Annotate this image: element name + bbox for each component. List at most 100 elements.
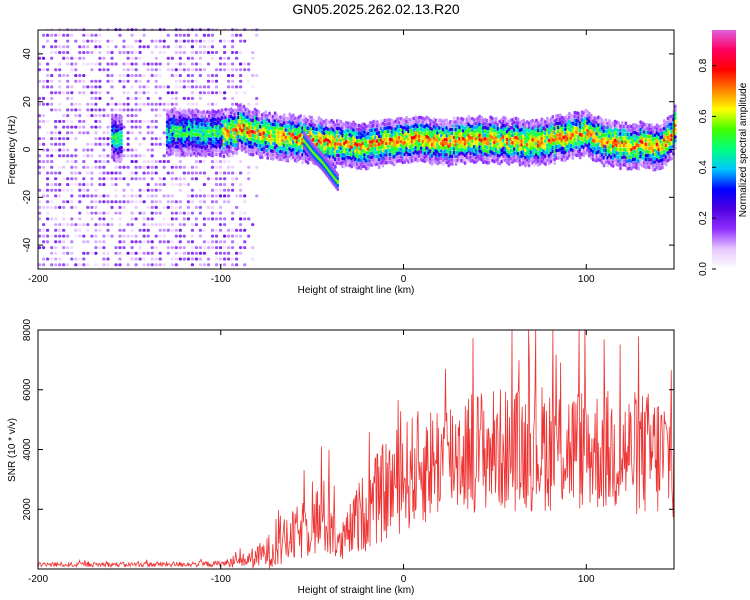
spectrogram-cell <box>194 33 198 37</box>
spectrogram-cell <box>214 240 219 244</box>
spectrogram-cell <box>78 188 82 192</box>
spectrogram-cell <box>82 85 86 89</box>
spectrogram-cell <box>50 148 54 152</box>
spectrogram-cell <box>231 74 235 77</box>
spectrogram-cell <box>170 91 174 95</box>
spectrogram-cell <box>142 74 146 77</box>
spectrogram-cell <box>142 85 146 89</box>
spectrogram-cell <box>182 165 186 169</box>
spectrogram-cell <box>58 102 62 106</box>
spectrogram-cell <box>170 177 174 181</box>
spectrogram-cell <box>218 251 223 255</box>
spectrogram-cell <box>138 251 142 255</box>
spectrogram-cell <box>82 240 86 244</box>
spectrogram-cell <box>178 165 182 169</box>
spectrogram-cell <box>166 160 170 163</box>
spectrogram-cell <box>218 228 223 232</box>
spectrogram-cell <box>190 223 194 227</box>
spectrogram-cell <box>86 62 90 66</box>
spectrogram-cell <box>90 62 94 66</box>
spectrogram-cell <box>138 154 142 158</box>
spectrogram-cell <box>154 85 158 89</box>
spectrogram-cell <box>186 85 190 89</box>
spectrogram-cell <box>62 177 66 181</box>
spectrogram-cell <box>102 142 106 146</box>
spectrogram-cell <box>98 240 102 244</box>
spectrogram-cell <box>198 246 202 250</box>
spectrogram-cell <box>94 85 98 89</box>
spectrogram-cell <box>214 177 219 181</box>
spectrogram-cell <box>58 108 62 112</box>
spectrogram-cell <box>90 85 94 89</box>
spectrogram-cell <box>231 68 235 72</box>
spectrogram-cell <box>102 200 106 204</box>
spectrogram-cell <box>46 217 50 221</box>
spectrogram-ridge-cell <box>549 159 553 164</box>
spectrogram-cell <box>150 257 154 261</box>
spectrogram-cell <box>50 188 54 192</box>
spectrogram-cell <box>251 85 255 89</box>
spectrogram-cell <box>138 125 142 129</box>
spectrogram-cell <box>50 257 54 261</box>
spectrogram-cell <box>110 177 114 181</box>
spectrogram-cell <box>198 263 202 267</box>
spectrogram-cell <box>46 160 50 163</box>
spectrogram-cell <box>162 177 166 181</box>
spectrogram-cell <box>190 79 194 83</box>
spectrogram-cell <box>114 200 118 204</box>
spectrogram-ridge-cell <box>637 166 640 171</box>
spectrogram-cell <box>126 234 130 238</box>
spectrogram-cell <box>134 114 138 118</box>
spectrogram-cell <box>66 148 70 152</box>
spectrogram-cell <box>214 251 219 255</box>
spectrogram-ridge-cell <box>120 157 123 161</box>
spectrogram-cell <box>158 240 162 244</box>
spectrogram-cell <box>186 194 190 198</box>
spectrogram-cell <box>62 114 66 118</box>
spectrogram-cell <box>42 79 46 83</box>
spectrogram-cell <box>98 137 102 141</box>
spectrogram-ridge-cell <box>674 135 677 139</box>
spectrogram-cell <box>231 177 235 181</box>
spectrogram-cell <box>38 114 42 118</box>
spectrogram-cell <box>247 177 251 181</box>
spectrogram-cell <box>54 251 58 255</box>
spectrogram-cell <box>90 142 94 146</box>
spectrogram-cell <box>106 160 110 163</box>
spectrogram-cell <box>94 188 98 192</box>
spectrogram-cell <box>150 246 154 250</box>
spectrogram-cell <box>86 142 90 146</box>
spectrogram-cell <box>235 85 239 89</box>
spectrogram-cell <box>202 85 206 89</box>
spectrogram-cell <box>130 119 134 123</box>
spectrogram-ridge-cell <box>452 116 456 121</box>
spectrogram-branch-cell <box>336 173 339 177</box>
spectrogram-cell <box>174 45 178 49</box>
spectrogram-cell <box>62 74 66 77</box>
spectrogram-cell <box>86 211 90 215</box>
spectrogram-cell <box>206 205 211 209</box>
spectrogram-cell <box>46 62 50 66</box>
spectrogram-cell <box>86 194 90 198</box>
spectrogram-cell <box>54 177 58 181</box>
spectrogram-cell <box>106 51 110 54</box>
spectrogram-cell <box>70 33 74 37</box>
spectrogram-cell <box>174 91 178 95</box>
spectrogram-ridge-cell <box>120 142 123 146</box>
spectrogram-cell <box>142 177 146 181</box>
spectrogram-cell <box>50 142 54 146</box>
spectrogram-cell <box>243 39 247 43</box>
spectrogram-cell <box>202 183 206 186</box>
spectrogram-cell <box>231 183 235 186</box>
spectrogram-cell <box>214 74 219 77</box>
spectrogram-cell <box>62 91 66 95</box>
spectrogram-cell <box>62 142 66 146</box>
spectrogram-cell <box>86 251 90 255</box>
spectrogram-cell <box>186 171 190 175</box>
spectrogram-cell <box>178 160 182 163</box>
spectrogram-cell <box>66 119 70 123</box>
spectrogram-cell <box>166 91 170 95</box>
spectrogram-ridge-cell <box>376 120 379 124</box>
spectrogram-cell <box>98 68 102 72</box>
spectrogram-cell <box>38 62 42 66</box>
